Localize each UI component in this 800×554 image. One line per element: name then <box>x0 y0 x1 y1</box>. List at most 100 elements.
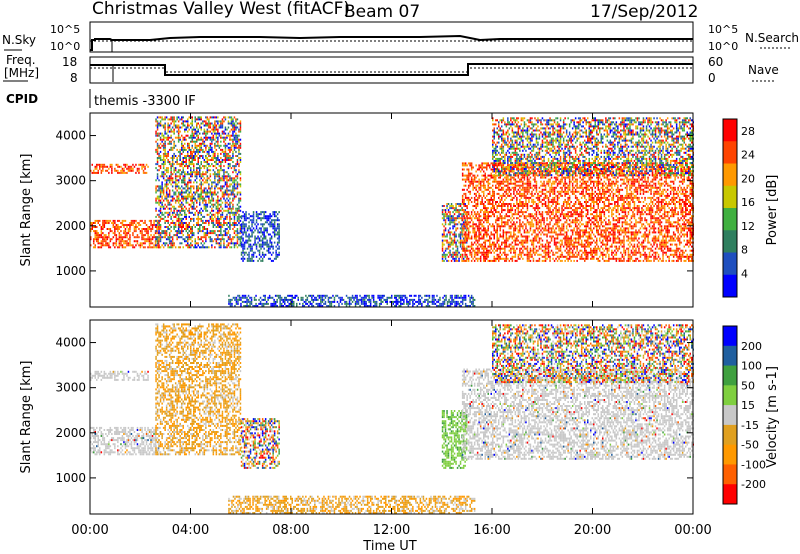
power-cell <box>242 240 244 242</box>
power-cell <box>443 205 445 207</box>
power-cell <box>219 133 221 135</box>
power-cell <box>483 258 485 260</box>
power-cell <box>181 218 183 220</box>
power-cell <box>513 223 515 225</box>
power-cell <box>469 217 471 219</box>
power-cell <box>122 224 124 226</box>
power-cell <box>478 244 480 246</box>
power-cell <box>193 129 195 131</box>
power-cell <box>102 242 104 244</box>
power-cell <box>527 181 529 183</box>
power-cell <box>217 220 219 222</box>
power-cell <box>465 238 467 240</box>
power-cell <box>181 226 183 228</box>
power-cell <box>181 173 183 175</box>
power-cell <box>465 179 467 181</box>
power-cell <box>263 211 265 213</box>
power-cell <box>184 173 186 175</box>
power-cell <box>229 224 231 226</box>
power-cell <box>546 164 548 166</box>
power-cell <box>494 199 496 201</box>
power-cell <box>533 175 535 177</box>
power-cell <box>483 260 485 262</box>
power-cell <box>483 205 485 207</box>
power-cell <box>193 163 195 165</box>
power-cell <box>213 157 215 159</box>
power-cell <box>474 231 476 233</box>
power-cell <box>492 177 494 179</box>
power-cell <box>454 219 456 221</box>
power-cell <box>237 183 239 185</box>
power-cell <box>225 129 227 131</box>
power-cell <box>166 167 168 169</box>
power-cell <box>116 234 118 236</box>
power-cell <box>530 240 532 242</box>
power-cell <box>228 179 230 181</box>
power-cell <box>179 177 181 179</box>
power-cell <box>510 179 512 181</box>
power-cell <box>525 175 527 177</box>
power-cell <box>211 194 213 196</box>
power-cell <box>158 240 160 242</box>
power-cell <box>527 183 529 185</box>
power-cell <box>477 258 479 260</box>
power-cell <box>242 248 244 250</box>
power-cell <box>234 232 236 234</box>
power-cell <box>193 208 195 210</box>
power-cell <box>501 223 503 225</box>
power-cell <box>551 231 553 233</box>
power-cell <box>138 236 140 238</box>
power-cell <box>173 169 175 171</box>
power-cell <box>229 163 231 165</box>
power-cell <box>263 223 265 225</box>
power-cell <box>509 227 511 229</box>
power-cell <box>225 190 227 192</box>
power-cell <box>157 202 159 204</box>
power-cell <box>504 195 506 197</box>
power-cell <box>497 201 499 203</box>
power-cell <box>196 118 198 120</box>
power-cell <box>169 236 171 238</box>
power-cell <box>460 242 462 244</box>
power-cell <box>95 230 97 232</box>
power-cell <box>160 151 162 153</box>
power-cell <box>515 238 517 240</box>
power-cell <box>527 256 529 258</box>
power-cell <box>123 170 125 172</box>
power-cell <box>101 242 103 244</box>
power-cell <box>510 207 512 209</box>
power-cell <box>147 240 149 242</box>
power-cell <box>534 207 536 209</box>
power-cell <box>228 133 230 135</box>
power-cell <box>150 238 152 240</box>
power-cell <box>234 196 236 198</box>
power-cell <box>129 242 131 244</box>
power-cell <box>462 162 464 164</box>
power-cell <box>515 175 517 177</box>
power-cell <box>454 238 456 240</box>
power-cell <box>552 197 554 199</box>
power-cell <box>128 228 130 230</box>
power-cell <box>465 225 467 227</box>
power-cell <box>462 199 464 201</box>
power-cell <box>262 260 264 262</box>
power-cell <box>138 172 140 174</box>
power-cell <box>536 250 538 252</box>
power-cell <box>524 203 526 205</box>
power-cell <box>527 191 529 193</box>
power-cell <box>161 133 163 135</box>
power-cell <box>199 147 201 149</box>
power-cell <box>551 185 553 187</box>
power-cell <box>524 193 526 195</box>
power-cell <box>461 213 463 215</box>
power-cell <box>504 240 506 242</box>
power-cell <box>274 223 276 225</box>
power-cell <box>169 242 171 244</box>
power-cell <box>522 236 524 238</box>
power-cell <box>555 244 557 246</box>
power-cell <box>210 131 212 133</box>
power-cell <box>104 240 106 242</box>
power-cell <box>231 116 233 118</box>
power-cell <box>181 220 183 222</box>
power-cell <box>172 131 174 133</box>
